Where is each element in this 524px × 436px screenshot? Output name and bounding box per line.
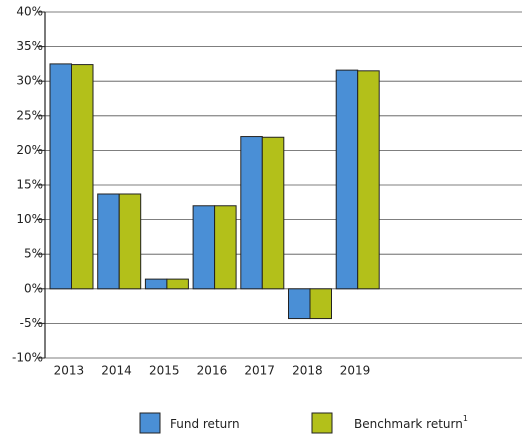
y-tick-label: 35% — [16, 39, 43, 53]
bar — [335, 69, 359, 290]
bar — [118, 193, 142, 290]
legend-superscript: 1 — [463, 414, 468, 423]
legend-swatch — [139, 412, 161, 434]
legend-swatch — [311, 412, 333, 434]
x-tick-label: 2019 — [340, 364, 371, 378]
bar — [214, 205, 237, 290]
bar — [240, 136, 263, 290]
x-tick-label: 2013 — [54, 364, 85, 378]
legend-label: Fund return — [170, 417, 240, 431]
y-tick-label: -5% — [20, 316, 43, 330]
bar — [144, 278, 168, 290]
bar — [288, 288, 311, 320]
legend-text: Benchmark return — [354, 417, 463, 431]
bar — [71, 64, 94, 290]
y-tick-label: 40% — [16, 5, 43, 19]
bar — [261, 136, 285, 290]
bar — [192, 205, 216, 290]
x-tick-label: 2017 — [244, 364, 275, 378]
y-tick-label: 15% — [16, 178, 43, 192]
x-tick-label: 2015 — [149, 364, 180, 378]
y-tick-label: 10% — [16, 212, 43, 226]
legend-label: Benchmark return1 — [354, 414, 468, 431]
bar — [357, 70, 380, 290]
x-tick-label: 2016 — [197, 364, 228, 378]
y-tick-label: 25% — [16, 108, 43, 122]
bar — [49, 63, 72, 290]
y-tick-label: 30% — [16, 74, 43, 88]
x-tick-label: 2018 — [292, 364, 323, 378]
bar — [309, 288, 332, 320]
bar — [97, 193, 120, 290]
y-tick-label: 20% — [16, 143, 43, 157]
y-tick-label: -10% — [12, 351, 43, 365]
y-tick-label: 0% — [24, 281, 43, 295]
y-tick-label: 5% — [24, 247, 43, 261]
x-tick-label: 2014 — [101, 364, 132, 378]
legend-text: Fund return — [170, 417, 240, 431]
bar — [166, 278, 189, 290]
